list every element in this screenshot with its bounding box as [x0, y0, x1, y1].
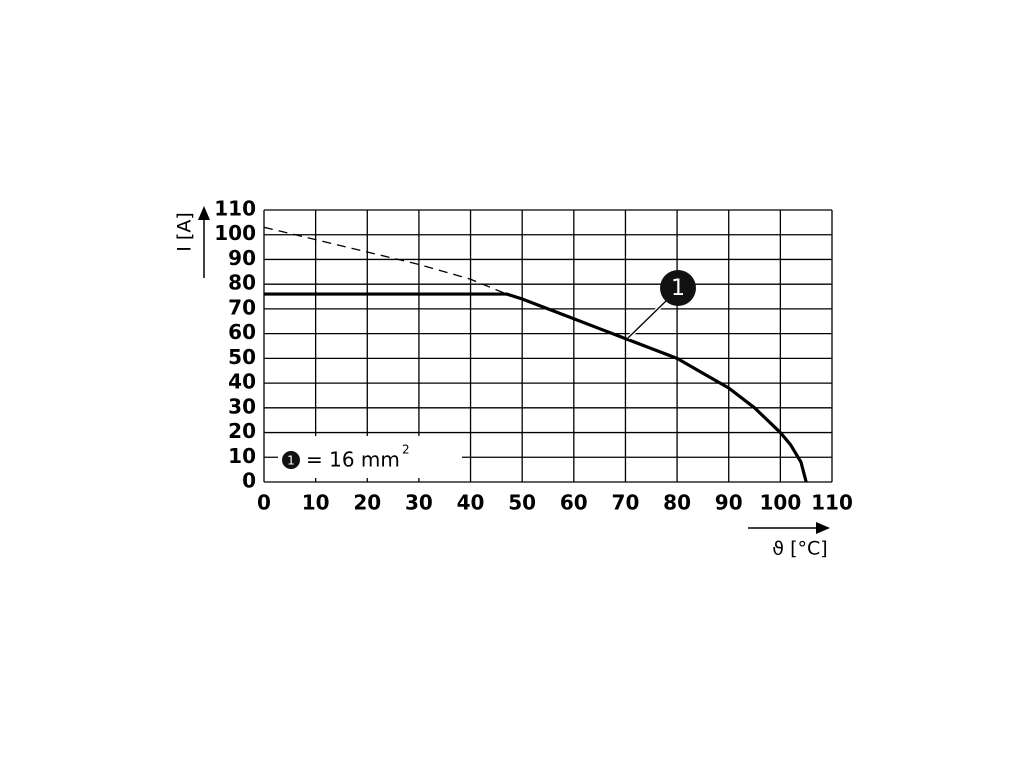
callout-leader: [627, 300, 667, 339]
y-tick-label: 20: [228, 419, 256, 443]
x-tick-label: 80: [663, 491, 691, 515]
x-tick-label: 0: [257, 491, 271, 515]
legend-superscript: 2: [402, 443, 410, 457]
x-tick-label: 90: [715, 491, 743, 515]
callout-label: 1: [671, 276, 685, 301]
x-axis-label: ϑ [°C]: [772, 538, 827, 560]
y-tick-label: 0: [242, 469, 256, 493]
y-tick-label: 110: [214, 197, 256, 221]
legend-box: [278, 436, 462, 478]
y-tick-label: 60: [228, 320, 256, 344]
x-tick-label: 60: [560, 491, 588, 515]
y-tick-label: 10: [228, 444, 256, 468]
y-tick-label: 90: [228, 246, 256, 270]
x-tick-label: 40: [457, 491, 485, 515]
x-tick-label: 50: [508, 491, 536, 515]
x-tick-label: 30: [405, 491, 433, 515]
y-tick-label: 50: [228, 345, 256, 369]
y-axis-label: I [A]: [174, 212, 196, 251]
x-tick-label: 100: [759, 491, 801, 515]
x-tick-label: 110: [811, 491, 853, 515]
y-tick-label: 40: [228, 370, 256, 394]
x-tick-label: 10: [302, 491, 330, 515]
x-tick-label: 20: [353, 491, 381, 515]
grid: [263, 209, 833, 483]
y-tick-label: 30: [228, 394, 256, 418]
y-tick-label: 100: [214, 221, 256, 245]
x-axis-arrowhead: [816, 522, 830, 534]
y-tick-label: 80: [228, 271, 256, 295]
legend-marker-circle: [282, 451, 300, 469]
y-tick-label: 70: [228, 295, 256, 319]
callout-circle: [660, 270, 696, 306]
plot: [263, 226, 808, 483]
legend-text: = 16 mm: [306, 448, 400, 472]
x-tick-label: 70: [612, 491, 640, 515]
legend-marker: 1: [287, 454, 295, 468]
derating-curve: [264, 292, 808, 483]
y-axis-arrowhead: [198, 206, 210, 220]
